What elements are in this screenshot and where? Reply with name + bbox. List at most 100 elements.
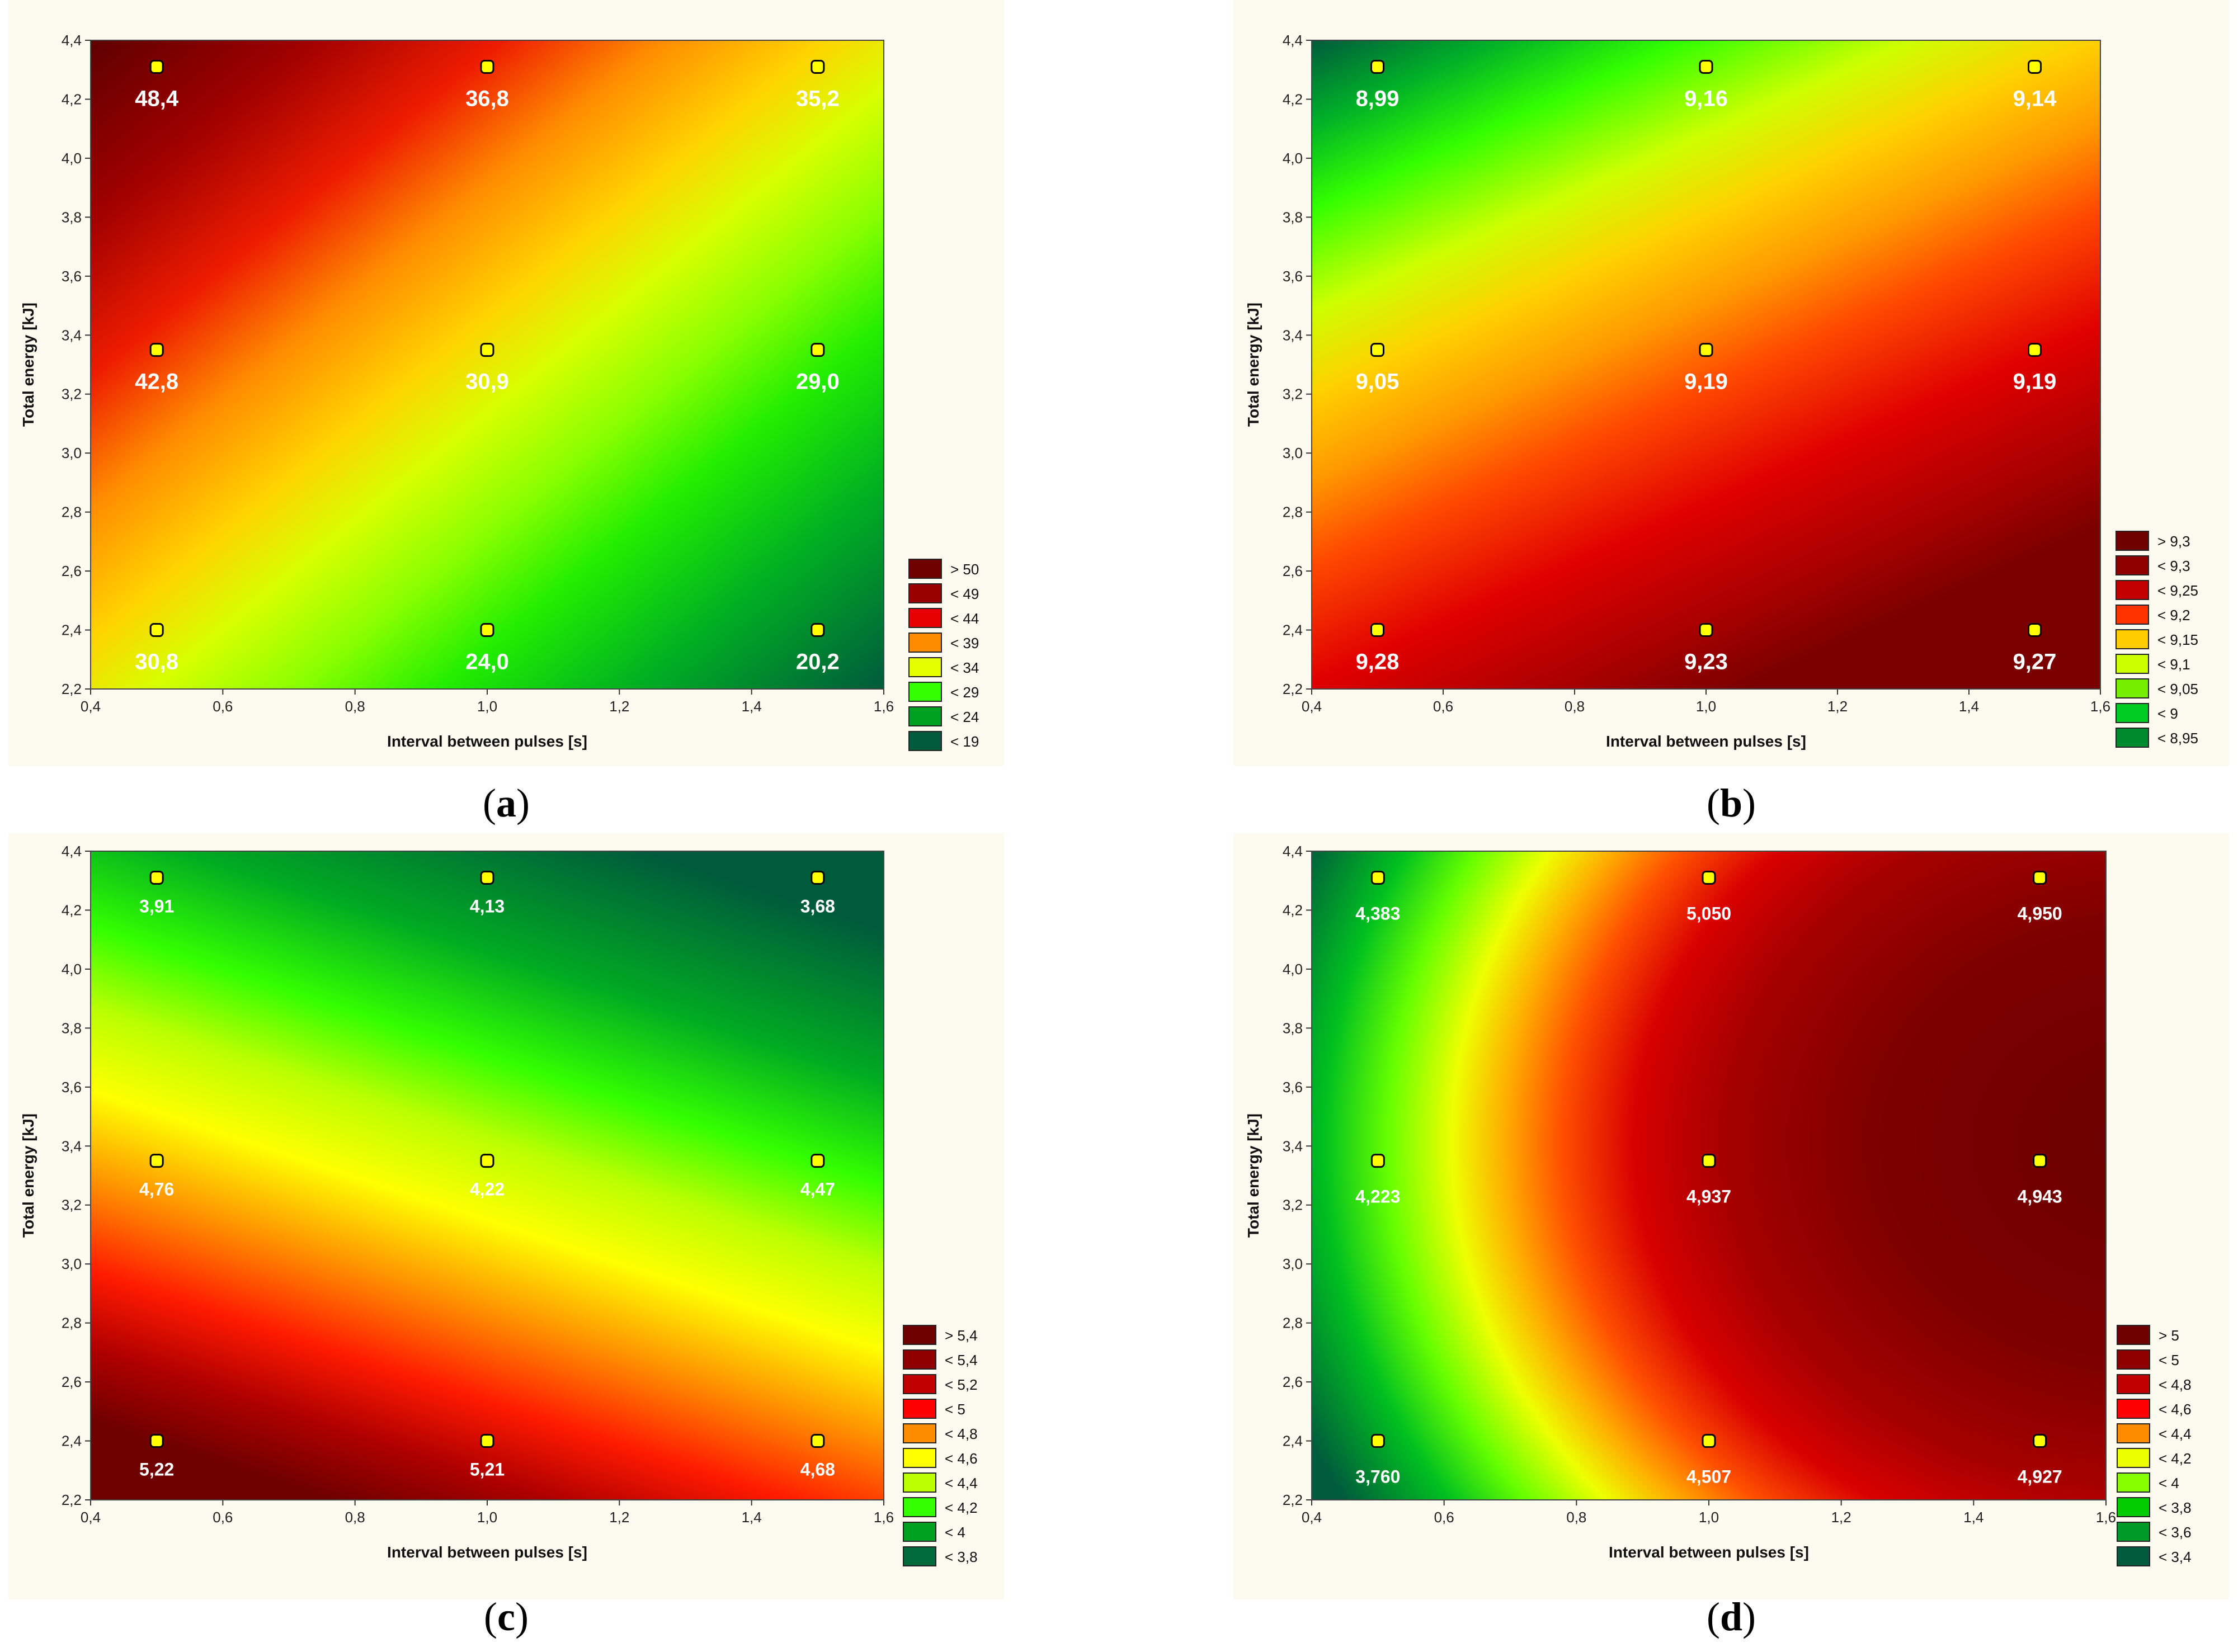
legend-swatch-c-6 [903,1472,936,1493]
data-label-d-5: 4,943 [2018,1187,2062,1207]
y-tick-label-b-3: 2,8 [1283,504,1303,521]
y-tick-label-b-5: 3,2 [1283,386,1303,403]
legend-label-b-8: < 8,95 [2157,730,2198,747]
legend-label-a-5: < 29 [950,684,979,701]
legend-swatch-a-7 [908,731,942,751]
y-axis-title-d: Total energy [kJ] [1245,1113,1262,1238]
data-label-d-7: 4,507 [1686,1467,1731,1487]
legend-swatch-c-4 [903,1423,936,1443]
y-axis-title-b: Total energy [kJ] [1245,303,1262,427]
data-label-a-1: 36,8 [465,86,509,111]
legend-label-a-2: < 44 [950,610,979,627]
y-tick-label-b-2: 2,6 [1283,563,1303,579]
legend-swatch-b-7 [2116,703,2149,723]
x-axis-title-b: Interval between pulses [s] [1606,733,1806,750]
legend-swatch-b-6 [2116,678,2149,698]
x-tick-label-d-1: 0,6 [1434,1509,1454,1526]
x-tick-label-c-4: 1,2 [609,1509,629,1526]
legend-swatch-a-0 [908,559,942,579]
data-point-b-6 [1370,623,1384,638]
y-tick-label-d-4: 3,0 [1283,1255,1303,1272]
y-tick-label-a-3: 2,8 [62,504,82,521]
data-point-b-2 [2028,59,2042,74]
legend-swatch-a-4 [908,657,942,677]
x-tick-label-a-6: 1,6 [874,698,894,715]
chart-svg-c: 0,4 0,6 0,8 1,0 1,2 1,4 1,6 2,2 2,4 2,6 2,8 3,0 3,2 3… [20,843,978,1566]
legend-swatch-b-1 [2116,555,2149,575]
legend-label-c-3: < 5 [945,1401,965,1418]
ticks-c: 0,4 0,6 0,8 1,0 1,2 1,4 1,6 2,2 2,4 2,6 2,8 3,0 3,2 3… [62,843,894,1526]
data-point-d-6 [1370,1434,1385,1448]
x-tick-label-c-2: 0,8 [345,1509,365,1526]
data-point-d-2 [2033,870,2047,885]
x-tick-label-a-0: 0,4 [81,698,101,715]
caption-letter-c: c [497,1594,515,1639]
data-point-b-7 [1699,623,1713,638]
x-tick-label-a-5: 1,4 [742,698,762,715]
y-tick-label-d-7: 3,6 [1283,1079,1303,1096]
x-tick-label-a-3: 1,0 [477,698,497,715]
data-label-b-2: 9,14 [2013,86,2057,111]
data-label-c-6: 5,22 [139,1460,174,1480]
data-point-a-1 [480,59,494,74]
y-tick-label-c-2: 2,6 [62,1373,82,1390]
data-label-a-8: 20,2 [796,650,840,674]
legend-label-d-9: < 3,4 [2159,1549,2192,1565]
chart-panel-d: 0,4 0,6 0,8 1,0 1,2 1,4 1,6 2,2 2,4 2,6 2,8 3,0 3,2 3… [1233,833,2229,1599]
x-tick-label-d-2: 0,8 [1566,1509,1586,1526]
data-label-a-0: 48,4 [135,86,179,111]
y-axis-title-c: Total energy [kJ] [20,1113,37,1238]
legend-label-b-4: < 9,15 [2157,631,2198,648]
legend-label-b-2: < 9,25 [2157,582,2198,599]
data-point-c-3 [149,1154,164,1168]
x-tick-label-a-4: 1,2 [609,698,629,715]
y-tick-label-a-2: 2,6 [62,563,82,579]
y-tick-label-b-1: 2,4 [1283,622,1303,639]
y-tick-label-b-7: 3,6 [1283,268,1303,285]
data-label-d-4: 4,937 [1686,1187,1731,1207]
legend-swatch-d-3 [2117,1399,2150,1419]
legend-label-d-8: < 3,6 [2159,1524,2192,1541]
y-tick-label-b-4: 3,0 [1283,445,1303,461]
x-tick-label-b-6: 1,6 [2090,698,2110,715]
data-label-b-1: 9,16 [1684,86,1728,111]
chart-panel-b: 0,4 0,6 0,8 1,0 1,2 1,4 1,6 2,2 2,4 2,6 2,8 3,0 3,2 3… [1233,0,2229,766]
legend-label-b-5: < 9,1 [2157,656,2190,673]
y-tick-label-c-0: 2,2 [62,1491,82,1508]
data-label-b-7: 9,23 [1684,650,1728,674]
data-label-b-8: 9,27 [2013,650,2057,674]
data-label-c-7: 5,21 [470,1460,505,1480]
legend-label-d-6: < 4 [2159,1475,2179,1491]
x-tick-label-c-0: 0,4 [81,1509,101,1526]
legend-swatch-b-2 [2116,580,2149,600]
y-tick-label-d-1: 2,4 [1283,1433,1303,1450]
chart-svg-b: 0,4 0,6 0,8 1,0 1,2 1,4 1,6 2,2 2,4 2,6 2,8 3,0 3,2 3… [1245,32,2198,750]
data-label-b-6: 9,28 [1356,650,1400,674]
caption-a: (a) [483,781,530,825]
legend-swatch-d-1 [2117,1349,2150,1370]
data-point-a-2 [811,59,825,74]
plot-area-b [1312,40,2100,689]
chart-panel-c: 0,4 0,6 0,8 1,0 1,2 1,4 1,6 2,2 2,4 2,6 2,8 3,0 3,2 3… [8,833,1004,1599]
x-tick-label-b-5: 1,4 [1959,698,1979,715]
legend-swatch-a-5 [908,682,942,702]
y-tick-label-c-5: 3,2 [62,1197,82,1214]
y-tick-label-c-9: 4,0 [62,961,82,978]
data-label-b-4: 9,19 [1684,370,1728,394]
data-label-a-3: 42,8 [135,370,178,394]
data-label-c-8: 4,68 [800,1460,835,1480]
plot-frame-d [1311,851,2107,1500]
legend-swatch-a-3 [908,633,942,653]
legend-swatch-c-9 [903,1546,936,1566]
data-point-a-7 [480,623,494,638]
legend-swatch-b-0 [2116,531,2149,551]
y-tick-label-c-3: 2,8 [62,1315,82,1332]
x-tick-label-d-3: 1,0 [1699,1509,1719,1526]
caption-letter-b: b [1719,781,1743,825]
y-tick-label-b-11: 4,4 [1283,32,1303,49]
legend-swatch-a-1 [908,583,942,603]
plot-frame-a [90,40,884,690]
y-tick-label-a-7: 3,6 [62,268,82,285]
data-point-b-4 [1699,343,1713,357]
y-tick-label-a-4: 3,0 [62,445,82,461]
